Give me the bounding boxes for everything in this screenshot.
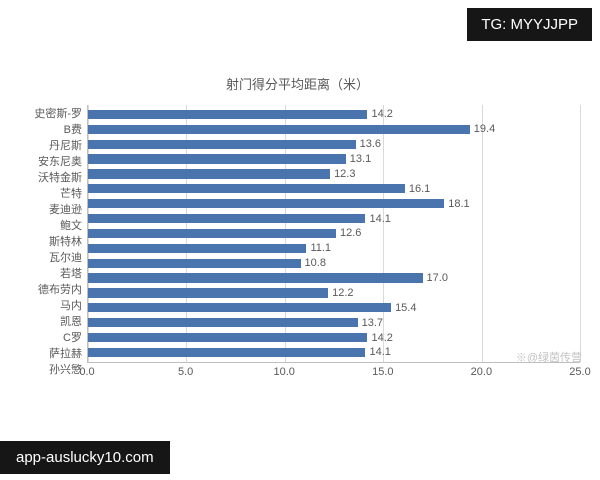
bar-row: 12.2 [88,286,580,301]
category-label: B费 [63,124,82,136]
bar-value-label: 12.6 [339,227,362,240]
watermark: ※@绿茵传营 [515,352,582,364]
bar-value-label: 18.1 [448,197,470,210]
bar-value-label: 14.2 [371,108,393,121]
bar [88,169,331,179]
bar-value-label: 13.1 [349,153,372,166]
bar-row: 10.8 [88,256,580,271]
bar-value-label: 12.3 [334,167,356,180]
category-label: 史密斯-罗 [34,108,82,120]
x-axis-tick-label: 5.0 [177,366,194,378]
category-label: 孙兴慜 [49,364,82,376]
bar [88,199,445,209]
bar [88,288,329,298]
bar [88,124,470,134]
category-label: 鲍文 [60,220,82,232]
category-label: 德布劳内 [38,284,82,296]
category-label: 芒特 [60,188,82,200]
bar-value-label: 10.8 [304,257,326,270]
bar [88,332,368,343]
category-label: 斯特林 [49,236,82,248]
bar-row: 12.3 [88,167,580,182]
bar [88,184,405,194]
tg-badge: TG: MYYJJPP [467,8,592,41]
bar-row: 12.6 [88,226,580,241]
x-axis-tick-label: 25.0 [569,366,591,378]
plot-area: 14.2 19.4 13.6 13.1 12.3 16.1 18.1 14.1 12.6 11.1… [87,105,581,363]
bar-row: 15.4 [88,300,580,315]
bar [88,318,358,328]
bar-chart: 射门得分平均距离（米） 史密斯-罗 B费丹尼斯安东尼奥沃特金斯芒特麦迪逊鲍文斯特林… [15,74,590,381]
category-label: 凯恩 [60,316,82,328]
bar-row: 14.1 [88,211,580,226]
bar-row: 13.7 [88,315,580,330]
bar-value-label: 13.7 [361,316,384,329]
bar [88,109,368,120]
bar-row: 19.4 [88,122,580,137]
chart-title: 射门得分平均距离（米） [225,77,369,92]
gridline [481,105,483,362]
category-label: C罗 [63,332,82,344]
bar [88,139,356,149]
bar-row: 13.6 [88,137,580,152]
bar-value-label: 11.1 [310,242,332,255]
x-axis-tick-label: 20.0 [470,366,493,378]
bar-row: 14.2 [88,330,580,345]
x-axis: 0.0 5.0 10.0 15.0 20.0 25.0 [79,363,590,381]
bar-value-label: 13.6 [359,138,382,151]
bar [88,258,301,268]
category-label: 瓦尔迪 [49,252,82,264]
bar-value-label: 14.2 [371,331,393,344]
bar [88,303,392,313]
bar [88,273,423,283]
x-axis-tick-label: 15.0 [372,366,394,378]
category-label: 马内 [60,300,82,312]
bar-value-label: 14.1 [369,212,391,225]
site-badge: app-auslucky10.com [0,441,170,474]
category-label: 若塔 [60,268,82,280]
x-axis-tick-label: 0.0 [79,366,95,378]
bar-row: 13.1 [88,152,580,167]
bar-row: 11.1 [88,241,580,256]
bar-rows: 14.2 19.4 13.6 13.1 12.3 16.1 18.1 14.1 12.6 11.1… [88,105,580,362]
bar-value-label: 19.4 [473,123,496,136]
bar-row: 14.1 [88,345,580,360]
bar-row: 16.1 [88,181,580,196]
bar [88,213,366,224]
gridline [580,105,581,362]
category-label: 沃特金斯 [38,172,82,184]
bar-value-label: 17.0 [426,272,448,285]
bar-row: 18.1 [88,196,580,211]
bar [88,154,346,164]
bar-row: 17.0 [88,271,580,286]
plot-wrapper: 史密斯-罗 B费丹尼斯安东尼奥沃特金斯芒特麦迪逊鲍文斯特林瓦尔迪若塔德布劳内马内凯… [15,105,581,376]
gridline [383,105,385,362]
bar-value-label: 12.2 [332,286,354,299]
bar-value-label: 14.1 [369,346,391,359]
bar [88,347,366,358]
category-label: 麦迪逊 [49,204,82,216]
bar-value-label: 16.1 [408,182,431,195]
category-label: 丹尼斯 [49,140,82,152]
x-axis-tick-label: 10.0 [273,366,295,378]
y-axis-category-labels: 史密斯-罗 B费丹尼斯安东尼奥沃特金斯芒特麦迪逊鲍文斯特林瓦尔迪若塔德布劳内马内凯… [15,105,87,376]
bar [88,228,336,239]
bar-value-label: 15.4 [395,301,417,314]
category-label: 萨拉赫 [49,348,82,360]
category-label: 安东尼奥 [38,156,82,168]
bar-row: 14.2 [88,107,580,122]
bar [88,243,307,253]
